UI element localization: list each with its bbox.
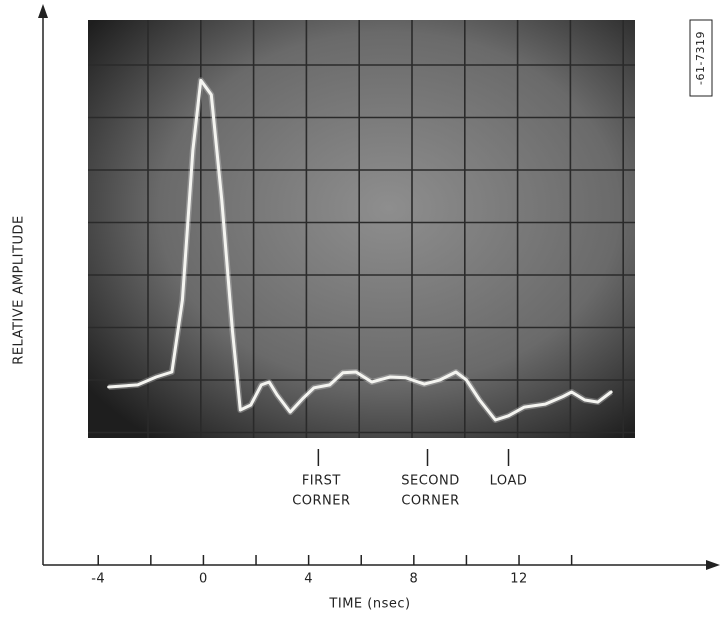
annotation-text: SECOND (401, 474, 460, 489)
annotation-text: CORNER (292, 494, 350, 509)
x-axis-label: TIME (nsec) (328, 597, 410, 612)
scope-screen (88, 20, 635, 438)
trace (107, 78, 613, 422)
y-axis-arrow (38, 4, 48, 18)
figure-code-box (689, 19, 713, 97)
x-tick-label: 0 (199, 572, 208, 587)
annotation-text: FIRST (302, 474, 341, 489)
y-axis-label: RELATIVE AMPLITUDE (12, 215, 27, 364)
annotation-text: CORNER (401, 494, 459, 509)
x-tick-label: 12 (510, 572, 528, 587)
figure-code: -61-7319 (694, 31, 707, 85)
x-axis-arrow (706, 560, 720, 570)
x-tick-label: 4 (304, 572, 313, 587)
x-tick-label: -4 (91, 572, 105, 587)
screen-grid (88, 20, 635, 438)
x-tick-label: 8 (409, 572, 418, 587)
annotation-text: LOAD (490, 474, 528, 489)
